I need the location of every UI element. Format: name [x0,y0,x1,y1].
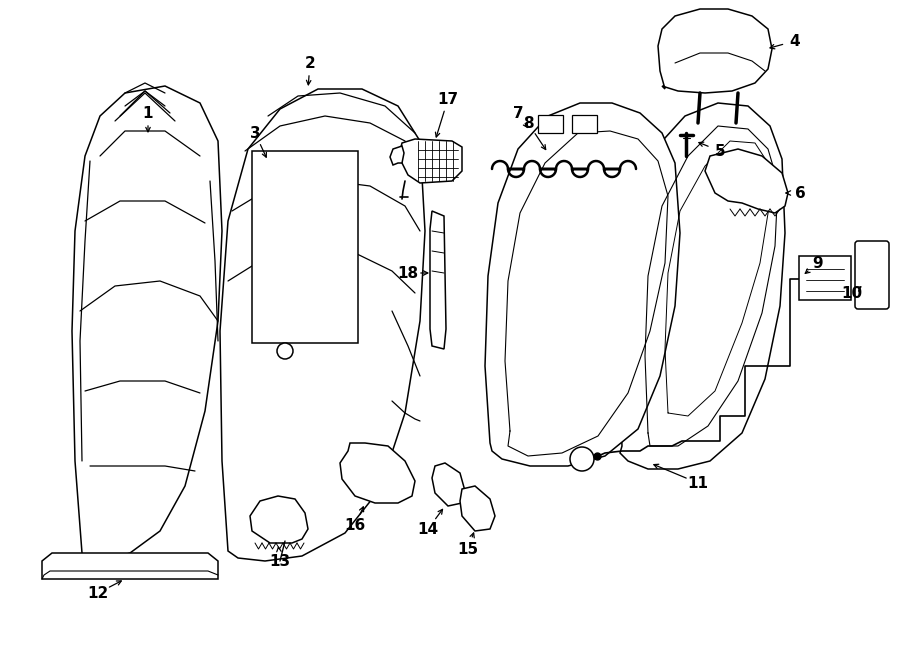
Polygon shape [340,443,415,503]
Polygon shape [400,139,462,183]
Polygon shape [618,103,785,469]
Text: 11: 11 [688,475,708,490]
Polygon shape [658,9,772,93]
Polygon shape [705,149,788,213]
Text: 1: 1 [143,106,153,120]
Text: 4: 4 [789,34,800,48]
Bar [538,115,563,133]
Text: 17: 17 [437,91,459,106]
Bar [572,115,597,133]
Text: 18: 18 [398,266,418,280]
Polygon shape [460,486,495,531]
Polygon shape [252,151,358,343]
Text: 3: 3 [249,126,260,141]
Text: 8: 8 [523,116,534,130]
Polygon shape [390,146,404,165]
Text: 15: 15 [457,541,479,557]
Text: 12: 12 [87,586,109,600]
Polygon shape [220,89,425,561]
Polygon shape [72,86,222,561]
FancyBboxPatch shape [855,241,889,309]
Polygon shape [250,496,308,543]
Text: 9: 9 [813,256,824,270]
Polygon shape [432,463,465,506]
FancyBboxPatch shape [799,256,851,300]
Polygon shape [430,211,446,349]
Text: 2: 2 [304,56,315,71]
Polygon shape [42,553,218,579]
Text: 10: 10 [842,286,862,301]
Polygon shape [485,103,680,466]
Text: 14: 14 [418,522,438,537]
Text: 16: 16 [345,518,365,533]
Circle shape [277,343,293,359]
Circle shape [570,447,594,471]
Text: 13: 13 [269,553,291,568]
Text: 5: 5 [715,143,725,159]
Text: 6: 6 [795,186,806,200]
Text: 7: 7 [513,106,523,120]
